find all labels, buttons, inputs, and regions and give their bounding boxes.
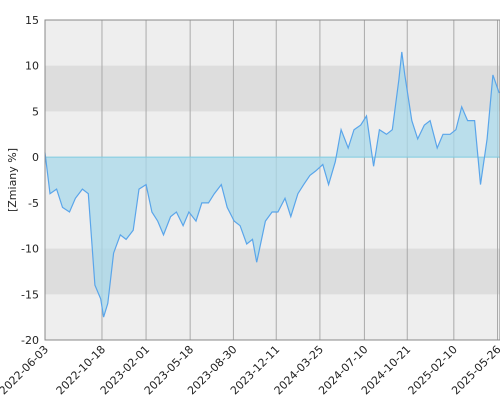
band (45, 248, 500, 295)
y-tick-label: -5 (28, 197, 39, 210)
y-tick-label: -20 (21, 334, 39, 347)
plot-frame (44, 19, 500, 341)
y-tick-label: 0 (32, 151, 39, 164)
y-axis-label: [Zmiany %] (6, 148, 19, 212)
band (45, 65, 500, 112)
line (44, 51, 500, 318)
y-tick-label: 15 (25, 14, 39, 27)
y-tick-label: 5 (32, 105, 39, 118)
x-tick-label: 2022-06-03 (0, 343, 51, 397)
y-tick-label: 10 (25, 60, 39, 73)
area (45, 52, 500, 318)
y-tick-label: -15 (21, 288, 39, 301)
y-tick-label: -10 (21, 243, 39, 256)
